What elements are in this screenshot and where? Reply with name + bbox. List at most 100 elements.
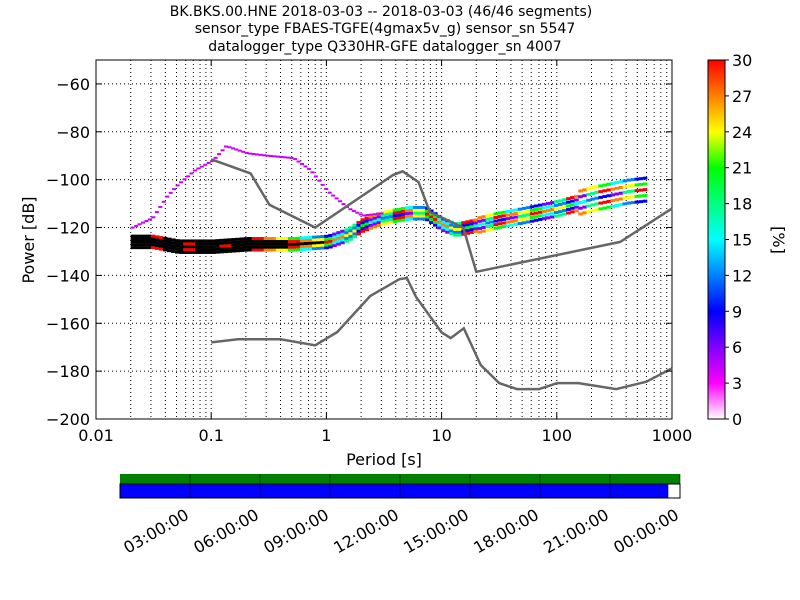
psd-cell	[489, 216, 495, 220]
psd-cell	[554, 203, 559, 207]
psd-cell	[215, 247, 220, 251]
psd-cell	[223, 247, 228, 251]
psd-cell	[420, 217, 426, 221]
psd-cell	[634, 183, 640, 187]
psd-cell	[481, 218, 486, 222]
sparse-psd-cell	[134, 224, 139, 227]
psd-cell	[509, 219, 515, 223]
psd-cell	[324, 243, 329, 247]
psd-cell	[304, 244, 309, 248]
psd-cell	[586, 210, 591, 214]
psd-cell	[541, 209, 547, 213]
psd-cell	[517, 218, 523, 222]
psd-cell	[368, 226, 374, 230]
sparse-psd-cell	[268, 154, 273, 157]
psd-cell	[477, 219, 482, 223]
sparse-psd-cell	[213, 156, 218, 159]
psd-cell	[146, 246, 152, 250]
psd-cell	[598, 190, 603, 194]
psd-cell	[449, 226, 454, 230]
psd-cell	[158, 244, 164, 248]
psd-cell	[360, 229, 366, 233]
psd-cell	[477, 216, 482, 220]
psd-cell	[384, 210, 390, 214]
psd-cell	[533, 218, 539, 222]
psd-cell	[634, 189, 640, 193]
psd-cell	[610, 199, 616, 203]
psd-cell	[562, 205, 567, 209]
psd-cell	[187, 248, 192, 252]
psd-cell	[562, 212, 567, 216]
psd-cell	[344, 236, 349, 240]
psd-cell	[154, 241, 160, 245]
psd-cell	[344, 239, 349, 243]
psd-cell	[606, 182, 611, 186]
psd-cell	[348, 229, 353, 233]
psd-cell	[416, 217, 422, 221]
psd-cell	[291, 248, 297, 252]
psd-cell	[300, 236, 305, 240]
sparse-psd-cell	[203, 163, 208, 166]
psd-cell	[183, 242, 188, 246]
psd-cell	[570, 196, 575, 200]
sparse-psd-cell	[172, 188, 177, 191]
psd-cell	[283, 245, 289, 249]
psd-cell	[400, 207, 406, 211]
psd-cell	[154, 246, 160, 250]
psd-cell	[187, 242, 192, 246]
sparse-psd-cell	[244, 151, 249, 154]
psd-cell	[481, 229, 486, 233]
psd-cell	[489, 224, 495, 228]
x-axis-label: Period [s]	[346, 450, 422, 469]
psd-cell	[525, 209, 531, 213]
psd-cell	[554, 211, 559, 215]
psd-cell	[469, 219, 474, 223]
psd-cell	[235, 246, 241, 250]
psd-cell	[509, 216, 515, 220]
psd-cell	[388, 212, 394, 216]
psd-cell	[247, 248, 253, 252]
psd-cell	[316, 243, 321, 247]
sparse-psd-cell	[189, 172, 194, 175]
timeline-tick-label: 15:00:00	[400, 505, 472, 557]
psd-cell	[324, 246, 329, 250]
psd-cell	[598, 207, 603, 211]
noise-model-line	[210, 158, 673, 274]
psd-cell	[243, 240, 249, 244]
psd-cell	[191, 239, 196, 243]
psd-cell	[295, 239, 301, 243]
psd-cell	[586, 187, 591, 191]
psd-cell	[380, 219, 386, 223]
psd-cell	[344, 234, 349, 238]
psd-cell	[457, 227, 462, 231]
psd-cell	[642, 188, 648, 192]
psd-cell	[614, 181, 620, 185]
sparse-psd-cell	[175, 184, 180, 187]
psd-cell	[231, 238, 237, 242]
psd-cell	[509, 223, 515, 227]
psd-cell	[485, 228, 491, 232]
psd-cell	[497, 218, 503, 222]
psd-cell	[175, 247, 180, 251]
y-tick-label: −180	[46, 362, 90, 381]
sparse-psd-cell	[237, 149, 242, 152]
psd-cell	[328, 233, 333, 237]
psd-cell	[300, 239, 305, 243]
psd-cell	[578, 189, 583, 193]
sparse-psd-cell	[144, 220, 149, 223]
psd-cell	[191, 245, 196, 249]
psd-cell	[207, 250, 212, 254]
psd-cell	[259, 239, 265, 243]
psd-cell	[251, 245, 257, 249]
sparse-psd-cell	[154, 211, 159, 214]
psd-cell	[279, 242, 285, 246]
psd-cell	[150, 237, 156, 241]
psd-cell	[521, 221, 527, 225]
psd-cell	[529, 212, 535, 216]
psd-cell	[404, 206, 410, 210]
psd-cell	[412, 208, 418, 212]
psd-cell	[493, 215, 499, 219]
psd-cell	[291, 245, 297, 249]
psd-cell	[316, 246, 321, 250]
psd-cell	[445, 224, 450, 228]
